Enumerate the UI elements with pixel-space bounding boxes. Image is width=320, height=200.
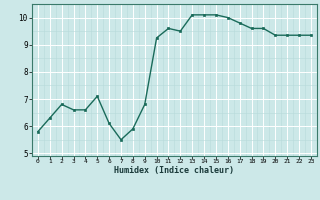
X-axis label: Humidex (Indice chaleur): Humidex (Indice chaleur) [115,166,234,175]
